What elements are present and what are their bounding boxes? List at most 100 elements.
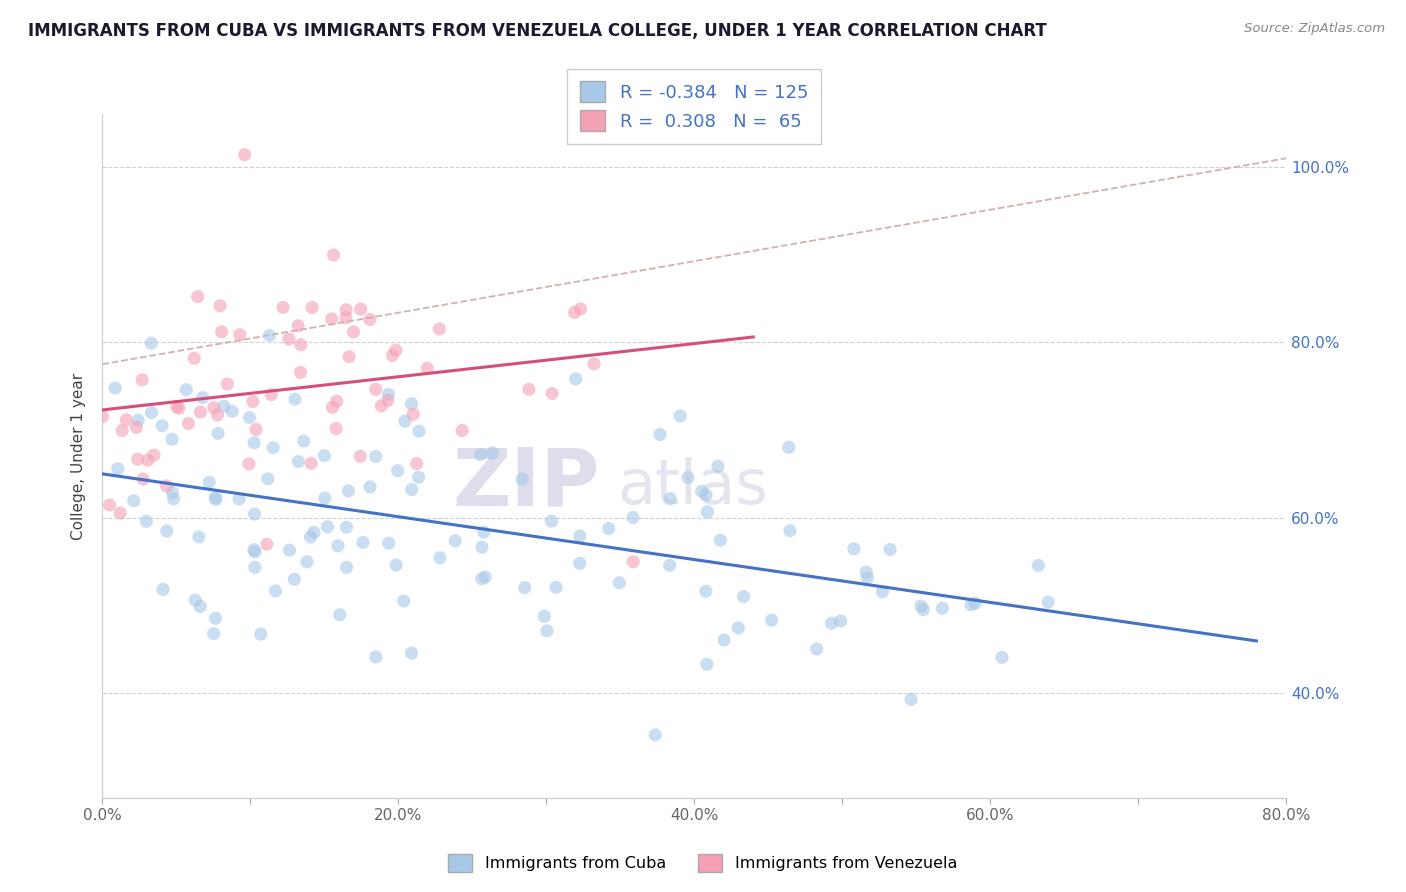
Point [842,541,865,556]
Point [242,394,264,409]
Point [349,450,371,464]
Point [167,401,190,416]
Point [295,555,318,569]
Point [245,422,267,436]
Point [184,593,207,607]
Y-axis label: College, Under 1 year: College, Under 1 year [72,373,86,540]
Point [104,381,127,395]
Point [387,464,409,478]
Point [336,560,359,574]
Point [912,602,935,616]
Point [256,537,278,551]
Point [229,327,252,342]
Point [283,572,305,586]
Point [778,441,800,455]
Point [262,441,284,455]
Point [364,450,387,464]
Point [162,485,184,500]
Point [287,454,309,468]
Point [621,555,644,569]
Point [162,491,184,506]
Point [1028,558,1050,573]
Point [658,558,681,573]
Point [205,492,228,507]
Point [965,596,987,610]
Point [202,626,225,640]
Point [761,613,783,627]
Point [377,536,399,550]
Point [322,248,344,262]
Point [187,289,209,303]
Point [401,397,423,411]
Point [243,545,266,559]
Point [856,571,879,585]
Point [314,491,336,506]
Point [111,424,134,438]
Point [287,318,309,333]
Point [136,453,159,467]
Text: IMMIGRANTS FROM CUBA VS IMMIGRANTS FROM VENEZUELA COLLEGE, UNDER 1 YEAR CORRELAT: IMMIGRANTS FROM CUBA VS IMMIGRANTS FROM … [28,22,1047,40]
Point [900,692,922,706]
Point [91,409,114,424]
Point [290,366,312,380]
Point [513,581,536,595]
Point [408,470,430,484]
Point [820,616,842,631]
Point [243,542,266,557]
Point [474,570,496,584]
Point [238,410,260,425]
Point [204,491,226,505]
Point [321,312,343,326]
Point [709,533,731,548]
Point [830,614,852,628]
Point [335,310,357,325]
Point [302,525,325,540]
Point [607,575,630,590]
Point [135,514,157,528]
Point [533,609,555,624]
Point [107,462,129,476]
Point [166,400,188,414]
Point [806,642,828,657]
Point [416,361,439,376]
Point [299,456,322,470]
Point [648,427,671,442]
Point [931,601,953,615]
Point [370,399,392,413]
Point [1036,595,1059,609]
Point [779,524,801,538]
Point [713,633,735,648]
Point [568,529,591,543]
Point [377,387,399,401]
Point [115,413,138,427]
Point [177,417,200,431]
Point [271,301,294,315]
Point [471,540,494,554]
Point [510,472,533,486]
Point [540,514,562,528]
Point [342,325,364,339]
Point [156,524,179,538]
Point [187,530,209,544]
Point [142,448,165,462]
Point [564,305,586,319]
Point [359,480,381,494]
Point [695,488,717,502]
Point [621,510,644,524]
Point [243,560,266,574]
Point [364,649,387,664]
Point [337,483,360,498]
Point [517,382,540,396]
Point [209,299,232,313]
Point [174,383,197,397]
Point [217,376,239,391]
Point [243,507,266,521]
Point [204,611,226,625]
Legend: Immigrants from Cuba, Immigrants from Venezuela: Immigrants from Cuba, Immigrants from Ve… [440,847,966,880]
Point [727,621,749,635]
Point [565,372,588,386]
Point [444,533,467,548]
Point [292,434,315,448]
Point [191,391,214,405]
Point [198,475,221,490]
